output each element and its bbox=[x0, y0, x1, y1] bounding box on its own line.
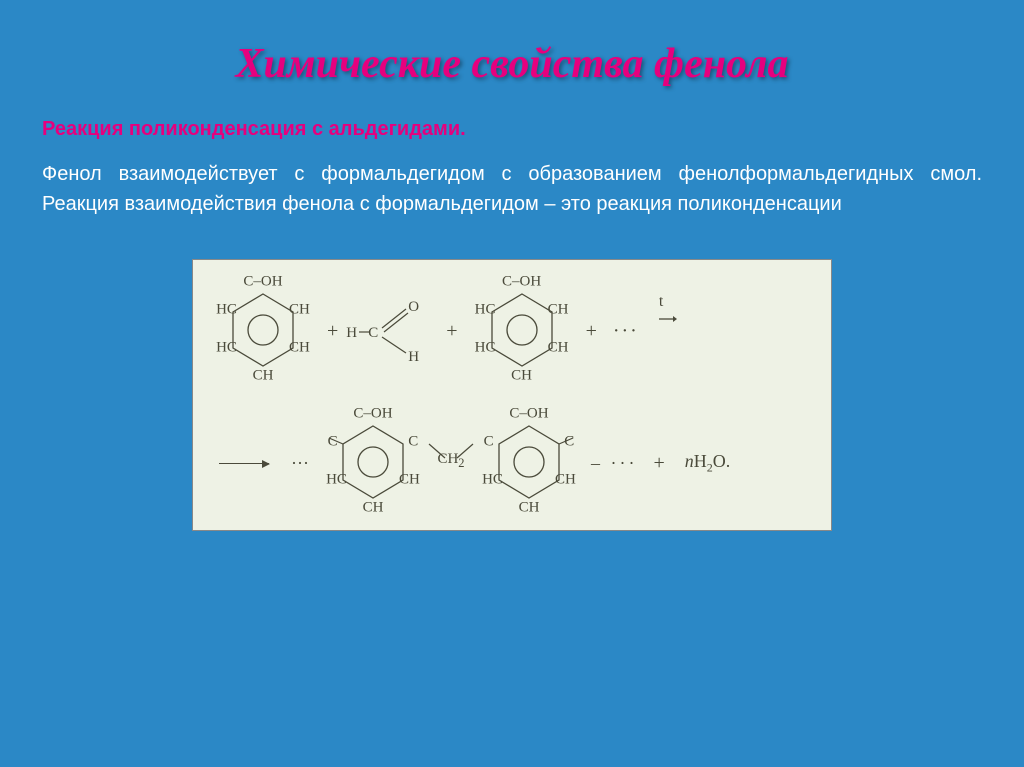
atom-label: HC bbox=[475, 301, 496, 318]
reaction-scheme: C–OH CH CH CH HC HC + H C O H bbox=[192, 259, 832, 531]
phenol-molecule: C–OH CH CH CH HC HC bbox=[474, 278, 570, 384]
slide: Химические свойства фенола Реакция полик… bbox=[0, 0, 1024, 767]
methylene-bridge: CH2 bbox=[435, 410, 467, 516]
reaction-arrow bbox=[215, 463, 277, 464]
atom-label: C bbox=[328, 433, 338, 450]
arrow-condition: t bbox=[653, 293, 677, 329]
plus-sign: + bbox=[584, 320, 599, 343]
byproduct-water: nH2O. bbox=[685, 451, 731, 476]
atom-label: CH bbox=[548, 301, 569, 318]
reaction-row-reagents: C–OH CH CH CH HC HC + H C O H bbox=[215, 278, 809, 384]
chain-continuation: – ··· bbox=[591, 453, 637, 474]
atom-label: HC bbox=[326, 471, 347, 488]
atom-label: C–OH bbox=[353, 406, 392, 423]
plus-sign: + bbox=[651, 452, 666, 475]
atom-label: C bbox=[484, 433, 494, 450]
atom-label: CH bbox=[519, 499, 540, 516]
slide-title: Химические свойства фенола bbox=[30, 40, 994, 88]
atom-label: H bbox=[408, 349, 419, 366]
atom-label: C–OH bbox=[502, 274, 541, 291]
atom-label: C–OH bbox=[509, 406, 548, 423]
atom-label: H bbox=[346, 325, 357, 342]
atom-label: HC bbox=[475, 339, 496, 356]
atom-label: C bbox=[408, 433, 418, 450]
chain-continuation: ··· bbox=[291, 453, 311, 474]
ellipsis: ··· bbox=[613, 320, 639, 343]
atom-label: HC bbox=[482, 471, 503, 488]
atom-label: C bbox=[564, 433, 574, 450]
plus-sign: + bbox=[325, 320, 340, 343]
atom-label: CH bbox=[511, 367, 532, 384]
atom-label: C bbox=[368, 325, 378, 342]
bridge-sub: 2 bbox=[458, 456, 464, 470]
plus-sign: + bbox=[444, 320, 459, 343]
atom-label: C–OH bbox=[243, 274, 282, 291]
atom-label: CH bbox=[253, 367, 274, 384]
atom-label: CH bbox=[399, 471, 420, 488]
atom-label: CH bbox=[548, 339, 569, 356]
atom-label: CH bbox=[363, 499, 384, 516]
bridge-label: CH bbox=[437, 451, 458, 467]
slide-subtitle: Реакция поликонденсация с альдегидами. bbox=[30, 118, 994, 141]
phenol-molecule: C–OH CH CH CH HC HC bbox=[215, 278, 311, 384]
phenol-unit: C–OH C CH CH HC C bbox=[325, 410, 421, 516]
atom-label: CH bbox=[555, 471, 576, 488]
atom-label: HC bbox=[216, 339, 237, 356]
atom-label: HC bbox=[216, 301, 237, 318]
reaction-row-products: ··· C–OH C CH CH HC C bbox=[215, 410, 809, 516]
formaldehyde-molecule: H C O H bbox=[354, 295, 430, 367]
phenol-unit: C–OH C CH CH HC C bbox=[481, 410, 577, 516]
atom-label: CH bbox=[289, 339, 310, 356]
atom-label: CH bbox=[289, 301, 310, 318]
slide-paragraph: Фенол взаимодействует с формальдегидом с… bbox=[30, 159, 994, 219]
atom-label: O bbox=[408, 299, 419, 316]
